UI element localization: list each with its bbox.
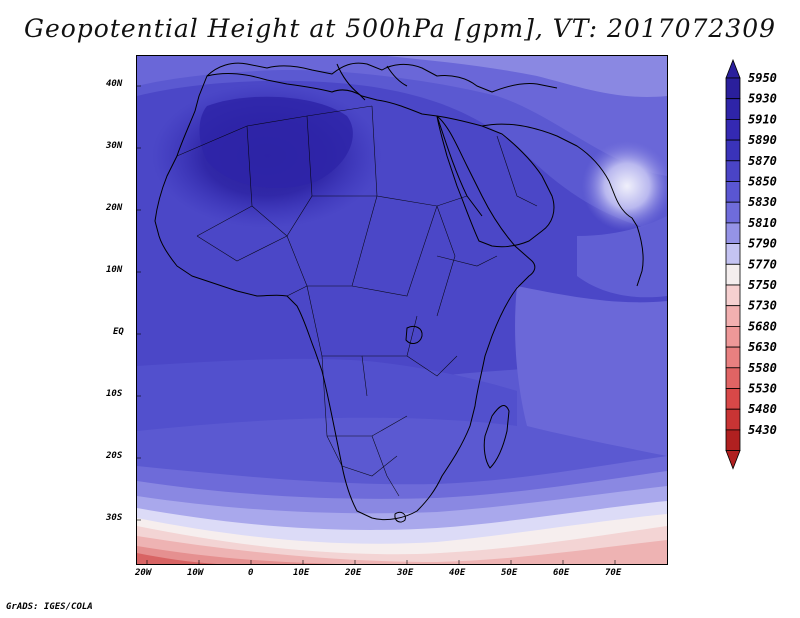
colorbar-label: 5430 <box>748 423 777 437</box>
colorbar-swatch <box>725 139 741 162</box>
colorbar-label: 5890 <box>748 133 777 147</box>
colorbar-swatch <box>725 222 741 244</box>
colorbar-label: 5870 <box>748 154 777 168</box>
field-north-light <box>387 56 667 97</box>
lon-label-10e: 10E <box>293 568 310 578</box>
map-plot <box>136 55 668 565</box>
colorbar-label: 5530 <box>748 382 777 396</box>
lat-label-eq: EQ <box>113 327 124 337</box>
lat-label-10s: 10S <box>106 389 123 399</box>
colorbar-swatch <box>725 367 741 389</box>
country-borders <box>176 105 538 497</box>
colorbar-swatches <box>725 58 741 470</box>
africa-coast <box>154 72 536 521</box>
lon-label-0: 0 <box>248 568 254 578</box>
colorbar-swatch <box>725 263 741 286</box>
lat-label-30n: 30N <box>106 141 123 151</box>
lat-label-10n: 10N <box>106 265 123 275</box>
colorbar-label: 5630 <box>748 340 777 354</box>
field-indian-ocean <box>515 286 667 456</box>
field-sahara-core <box>199 96 353 189</box>
band-5680 <box>137 546 337 564</box>
madagascar <box>483 405 510 469</box>
colorbar-swatch <box>725 98 741 120</box>
colorbar-label: 5750 <box>748 278 777 292</box>
arabia-coast <box>436 115 555 248</box>
colorbar-label: 5950 <box>748 71 777 85</box>
lon-label-40e: 40E <box>449 568 466 578</box>
colorbar-swatch <box>725 408 741 431</box>
coastlines <box>154 62 644 523</box>
field-arabian-sea <box>577 216 667 298</box>
colorbar-swatch <box>725 429 741 451</box>
map-svg <box>137 56 667 564</box>
lat-label-40n: 40N <box>106 79 123 89</box>
europe-coast <box>206 62 558 93</box>
colorbar-bottom-arrow <box>725 450 741 470</box>
lon-label-60e: 60E <box>553 568 570 578</box>
lon-label-70e: 70E <box>605 568 622 578</box>
colorbar-label: 5480 <box>748 402 777 416</box>
colorbar-swatch <box>725 181 741 203</box>
lon-label-20w: 20W <box>135 568 152 578</box>
colorbar-label: 5930 <box>748 92 777 106</box>
italy-coast <box>336 63 408 101</box>
colorbar-swatch <box>725 77 741 100</box>
colorbar-swatch <box>725 201 741 224</box>
colorbar-swatch <box>725 160 741 182</box>
asia-coast <box>481 123 644 287</box>
colorbar-swatch <box>725 325 741 348</box>
colorbar-label: 5830 <box>748 195 777 209</box>
colorbar-swatch <box>725 388 741 410</box>
colorbar-label: 5680 <box>748 319 777 333</box>
lon-label-20e: 20E <box>345 568 362 578</box>
colorbar-label: 5770 <box>748 257 777 271</box>
lesotho <box>394 511 406 523</box>
colorbar-label: 5580 <box>748 361 777 375</box>
lon-label-50e: 50E <box>501 568 518 578</box>
colorbar-label: 5790 <box>748 237 777 251</box>
field-tibet-low <box>582 141 667 231</box>
band-5730 <box>137 536 667 564</box>
lon-label-30e: 30E <box>397 568 414 578</box>
grads-credit: GrADS: IGES/COLA <box>6 602 93 612</box>
lat-label-20s: 20S <box>106 451 123 461</box>
map-title: Geopotential Height at 500hPa [gpm], VT:… <box>23 14 777 43</box>
colorbar-swatch <box>725 284 741 307</box>
lat-label-20n: 20N <box>106 203 123 213</box>
colorbar-swatch <box>725 346 741 369</box>
colorbar-label: 5910 <box>748 112 777 126</box>
colorbar-label: 5810 <box>748 216 777 230</box>
colorbar-label: 5730 <box>748 299 777 313</box>
colorbar-swatch <box>725 119 741 141</box>
colorbar-swatch <box>725 305 741 327</box>
lon-label-10w: 10W <box>187 568 204 578</box>
red-sea <box>436 115 483 217</box>
graticule-ticks <box>137 85 616 564</box>
colorbar-label: 5850 <box>748 175 777 189</box>
field-north-band <box>137 56 667 176</box>
band-5630 <box>137 553 217 564</box>
colorbar-labels: 5950 5930 5910 5890 5870 5850 5830 5810 5790 5770… <box>748 71 777 437</box>
colorbar-top-arrow <box>725 58 741 79</box>
lat-label-30s: 30S <box>106 513 123 523</box>
colorbar-swatch <box>725 243 741 265</box>
